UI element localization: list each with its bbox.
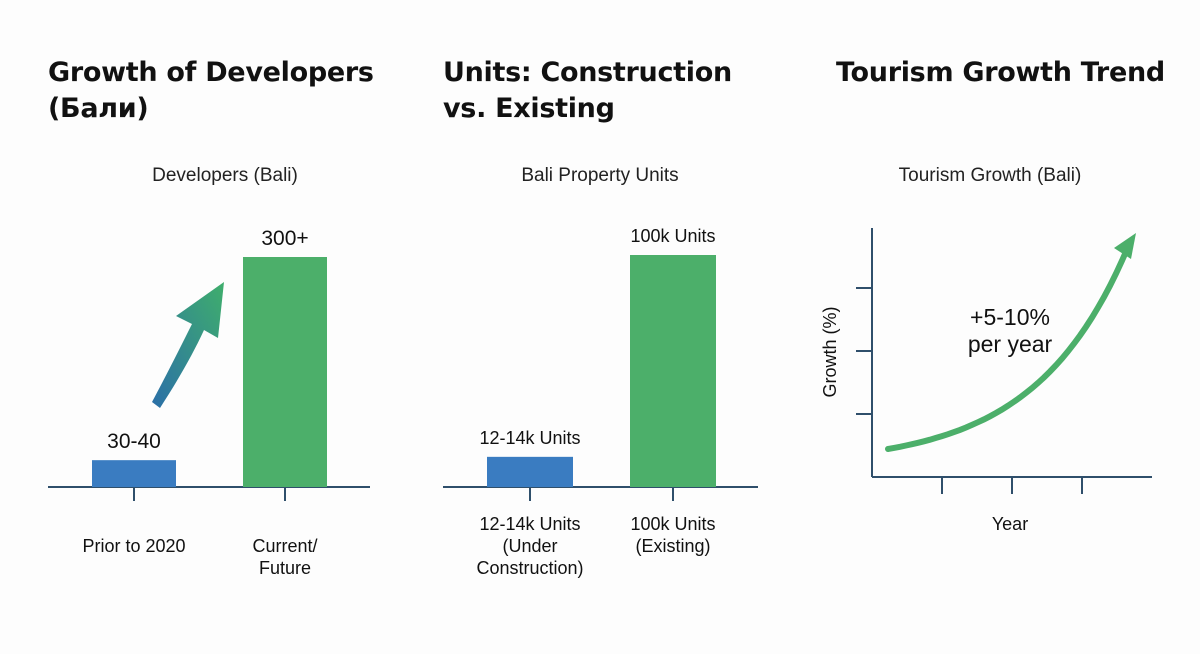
tourism-chart-title: Tourism Growth (Bali) <box>898 165 1082 186</box>
developers-title-line2: (Бали) <box>48 93 149 124</box>
bar <box>630 255 716 487</box>
annotation-line2: per year <box>968 331 1053 357</box>
bar <box>487 456 573 487</box>
developers-panel-title: Growth of Developers (Бали) <box>48 55 374 127</box>
units-panel-title: Units: Construction vs. Existing <box>443 55 732 127</box>
x-axis-label: Year <box>992 514 1028 534</box>
x-tick-label: Current/ <box>252 536 317 556</box>
x-tick-label: (Existing) <box>635 536 710 556</box>
developers-title-line1: Growth of Developers <box>48 57 374 88</box>
units-chart-title: Bali Property Units <box>521 165 679 186</box>
data-label: 100k Units <box>630 226 715 246</box>
bar <box>243 257 327 487</box>
units-title-line1: Units: Construction <box>443 57 732 88</box>
tourism-panel-title: Tourism Growth Trend <box>836 55 1165 91</box>
x-tick-label: 12-14k Units <box>479 514 580 534</box>
x-tick-label: (Under <box>502 536 557 556</box>
x-tick-label: Future <box>259 558 311 578</box>
data-label: 30-40 <box>107 430 161 453</box>
x-tick-label: Prior to 2020 <box>82 536 185 556</box>
arrowhead-icon <box>1114 233 1136 259</box>
developers-chart-title: Developers (Bali) <box>152 165 298 186</box>
y-axis-label: Growth (%) <box>820 306 840 397</box>
x-tick-label: Construction) <box>476 558 583 578</box>
growth-arrow-icon <box>152 282 224 408</box>
bar <box>92 460 176 487</box>
units-title-line2: vs. Existing <box>443 93 615 124</box>
x-tick-label: 100k Units <box>630 514 715 534</box>
tourism-title-line1: Tourism Growth Trend <box>836 57 1165 88</box>
data-label: 300+ <box>261 227 308 250</box>
growth-line <box>885 244 1131 452</box>
annotation-line1: +5-10% <box>970 304 1050 330</box>
data-label: 12-14k Units <box>479 428 580 448</box>
